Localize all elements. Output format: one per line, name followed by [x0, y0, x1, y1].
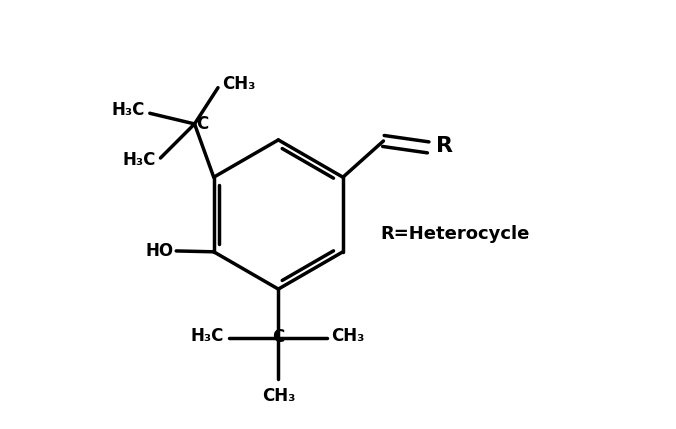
- Text: R: R: [436, 136, 453, 156]
- Text: H₃C: H₃C: [190, 327, 223, 345]
- Text: HO: HO: [145, 242, 173, 260]
- Text: R=Heterocycle: R=Heterocycle: [381, 225, 530, 243]
- Text: H₃C: H₃C: [122, 151, 156, 169]
- Text: C: C: [196, 115, 208, 133]
- Text: C: C: [272, 328, 285, 346]
- Text: H₃C: H₃C: [112, 101, 145, 119]
- Text: CH₃: CH₃: [222, 75, 255, 93]
- Text: CH₃: CH₃: [331, 327, 364, 345]
- Text: CH₃: CH₃: [262, 387, 295, 405]
